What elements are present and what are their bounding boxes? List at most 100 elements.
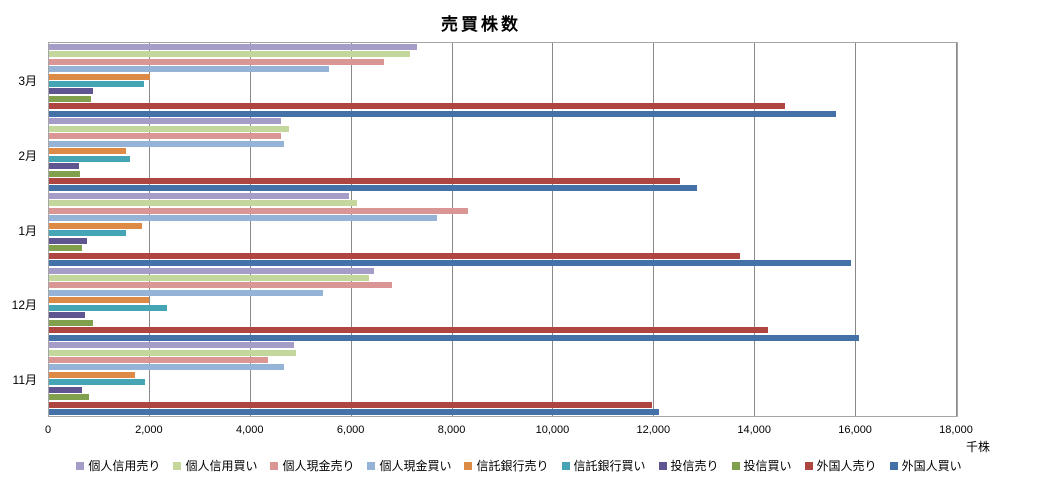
bar-m4-s3 [49, 364, 284, 371]
legend-label: 投信売り [670, 459, 719, 473]
bar-m2-s8 [49, 252, 741, 259]
bar-m3-s8 [49, 327, 768, 334]
gridline-18000 [956, 43, 957, 416]
bar-m0-s2 [49, 58, 385, 65]
gridline-12000 [653, 43, 655, 416]
legend-item-3: 個人現金買い [367, 457, 451, 474]
legend-item-7: 投信買い [731, 457, 792, 474]
bar-m0-s5 [49, 81, 144, 87]
bar-m3-s1 [49, 274, 370, 281]
bar-m4-s8 [49, 401, 652, 408]
bar-m2-s0 [49, 192, 350, 199]
bar-m2-s9 [49, 260, 852, 267]
legend-item-8: 外国人売り [804, 457, 877, 474]
x-tick-label-1: 2,000 [135, 424, 163, 436]
bar-m4-s6 [49, 386, 83, 393]
bar-m4-s2 [49, 357, 269, 364]
chart-title: 売買株数 [441, 15, 521, 34]
legend-marker-icon [367, 461, 376, 470]
bar-m2-s2 [49, 207, 468, 214]
bar-m2-s1 [49, 200, 357, 207]
legend: 個人信用売り 個人信用買い 個人現金売り 個人現金買い 信託銀行売り 信託銀行買い 投信売り… [0, 457, 1038, 474]
legend-marker-icon [561, 461, 570, 470]
legend-item-2: 個人現金売り [270, 457, 354, 474]
x-tick-label-7: 14,000 [737, 424, 772, 436]
y-tick-label-4: 11月 [12, 372, 37, 387]
bar-m3-s2 [49, 282, 393, 289]
bar-m3-s7 [49, 319, 93, 326]
bar-m4-s0 [49, 342, 294, 349]
legend-label: 信託銀行買い [573, 459, 646, 473]
x-tick-label-8: 16,000 [838, 424, 872, 436]
legend-label: 外国人売り [816, 459, 877, 473]
legend-item-6: 投信売り [658, 457, 719, 474]
bar-m2-s4 [49, 222, 143, 229]
x-tick-label-0: 0 [44, 424, 52, 436]
bar-m2-s6 [49, 237, 88, 244]
bar-m1-s6 [49, 163, 80, 170]
legend-label: 投信買い [743, 459, 792, 473]
legend-label: 個人現金買い [379, 459, 452, 473]
x-tick-label-3: 6,000 [336, 424, 365, 436]
bar-m3-s5 [49, 304, 167, 311]
bar-m3-s9 [49, 334, 859, 341]
x-tick-label-9: 18,000 [939, 424, 973, 436]
bar-m4-s1 [49, 349, 297, 356]
legend-marker-icon [464, 461, 473, 470]
legend-label: 外国人買い [901, 459, 962, 473]
legend-marker-icon [173, 461, 182, 470]
x-tick-label-6: 12,000 [636, 424, 671, 436]
bar-m0-s1 [49, 51, 410, 58]
x-tick-label-2: 4,000 [236, 424, 264, 436]
legend-label: 信託銀行売り [476, 459, 549, 473]
bar-m0-s0 [49, 43, 418, 50]
legend-marker-icon [889, 461, 898, 470]
bar-m2-s5 [49, 230, 127, 237]
gridline-14000 [754, 43, 756, 416]
bar-m1-s7 [49, 170, 81, 177]
legend-item-1: 個人信用買い [173, 457, 257, 474]
bar-m1-s0 [49, 118, 282, 125]
legend-marker-icon [76, 461, 85, 470]
bar-m1-s4 [49, 148, 127, 155]
y-tick-label-1: 2月 [18, 148, 37, 163]
legend-marker-icon [731, 461, 740, 470]
gridline-6000 [350, 43, 352, 416]
gridline-16000 [855, 43, 857, 416]
gridline-2000 [148, 43, 150, 416]
bar-m4-s7 [49, 394, 89, 401]
legend-marker-icon [804, 461, 813, 470]
legend-marker-icon [270, 461, 279, 470]
x-tick-label-5: 10,000 [535, 424, 570, 436]
bar-m0-s9 [49, 110, 836, 117]
bar-m1-s5 [49, 155, 130, 162]
x-axis-labels: 0 2,000 4,000 6,000 8,000 10,000 12,000 14,000 1… [0, 424, 1038, 440]
bar-m0-s3 [49, 66, 329, 73]
y-tick-label-2: 1月 [18, 223, 37, 238]
y-tick-label-0: 3月 [18, 74, 37, 89]
legend-label: 個人信用売り [88, 459, 161, 473]
bar-m4-s4 [49, 371, 135, 378]
bar-m1-s9 [49, 185, 698, 192]
gridline-4000 [249, 43, 251, 416]
legend-item-9: 外国人買い [889, 457, 962, 474]
y-tick-label-3: 12月 [11, 298, 37, 313]
legend-item-4: 信託銀行売り [464, 457, 549, 474]
bar-m0-s8 [49, 103, 786, 110]
legend-item-5: 信託銀行買い [561, 457, 646, 474]
bar-m3-s0 [49, 267, 375, 274]
bar-m3-s6 [49, 312, 86, 319]
bar-m3-s3 [49, 289, 323, 296]
bar-m4-s9 [49, 409, 660, 416]
bar-m1-s8 [49, 177, 680, 184]
axis-unit-label: 千株 [966, 440, 991, 454]
bar-m0-s6 [49, 88, 93, 95]
bar-m1-s2 [49, 133, 282, 140]
bar-m3-s4 [49, 297, 149, 304]
bar-m2-s3 [49, 215, 438, 222]
bar-m4-s5 [49, 379, 145, 386]
legend-label: 個人信用買い [185, 459, 258, 473]
legend-marker-icon [658, 461, 667, 470]
plot-area [48, 42, 958, 417]
